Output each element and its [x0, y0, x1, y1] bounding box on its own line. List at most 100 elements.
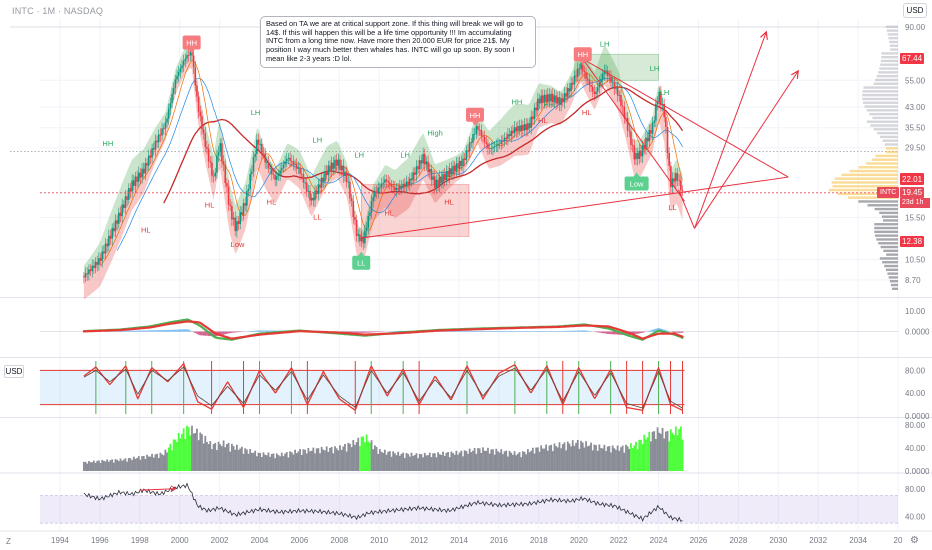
candle-body	[678, 180, 680, 182]
histogram-bar	[172, 439, 175, 471]
histogram-bar	[540, 445, 543, 471]
candle-body	[591, 86, 594, 92]
histogram-bar	[127, 457, 130, 471]
histogram-bar	[417, 458, 420, 471]
candle-body	[222, 161, 225, 165]
candle-body	[490, 148, 493, 150]
oscillator-histogram-bar	[595, 331, 597, 333]
histogram-bar	[646, 437, 649, 471]
histogram-bar	[570, 446, 572, 471]
candle-body	[254, 153, 256, 157]
oscillator-histogram-bar	[369, 331, 371, 333]
histogram-bar	[82, 461, 85, 471]
candle-body	[586, 78, 589, 80]
histogram-bar	[515, 455, 518, 471]
histogram-bar	[184, 439, 187, 471]
candle-body	[397, 188, 399, 190]
candle-body	[528, 123, 531, 128]
histogram-bar	[571, 440, 574, 471]
histogram-bar	[666, 431, 669, 471]
histogram-bar	[465, 450, 468, 471]
oscillator-histogram-bar	[566, 330, 569, 332]
candle-body	[418, 160, 421, 170]
oscillator-histogram-bar	[252, 330, 255, 332]
histogram-bar	[590, 442, 592, 471]
label-badge	[624, 176, 649, 191]
candle-body	[641, 145, 644, 157]
candle-body	[108, 235, 110, 247]
symbol-title[interactable]: INTC · 1M · NASDAQ	[12, 6, 104, 16]
volume-profile-bar	[885, 268, 898, 272]
oscillator-histogram-bar	[588, 331, 591, 332]
gear-icon[interactable]: ⚙	[910, 535, 919, 546]
candle-body	[404, 183, 406, 187]
histogram-bar	[598, 444, 601, 471]
histogram-bar	[467, 453, 469, 471]
histogram-bar	[654, 438, 657, 471]
volume-profile-bar	[862, 90, 898, 93]
histogram-bar	[425, 455, 428, 471]
trade-note[interactable]: Based on TA we are at critical support z…	[260, 16, 536, 68]
histogram-bar	[671, 432, 674, 471]
oscillator-histogram-bar	[124, 330, 127, 332]
arrow-head	[790, 69, 799, 79]
histogram-bar	[453, 454, 456, 471]
volume-profile-bar	[890, 283, 898, 287]
histogram-bar	[427, 455, 429, 471]
candle-body	[676, 173, 679, 181]
candle-body	[310, 197, 313, 201]
histogram-bar	[493, 454, 496, 471]
candle-body	[352, 200, 355, 218]
candle-body	[663, 103, 666, 118]
histogram-bar	[480, 452, 483, 471]
candle-body	[410, 178, 413, 181]
histogram-bar	[566, 441, 569, 471]
pane-currency-label[interactable]: USD	[4, 365, 24, 378]
oscillator-histogram-bar	[277, 330, 280, 332]
oscillator-histogram-bar	[201, 331, 203, 336]
swing-label: LH	[600, 40, 610, 49]
histogram-bar	[568, 443, 571, 471]
histogram-bar	[340, 449, 343, 471]
oscillator-histogram-bar	[505, 331, 508, 332]
histogram-bar	[201, 434, 203, 471]
candle-body	[179, 68, 182, 73]
histogram-bar	[553, 443, 556, 471]
oscillator-histogram-bar	[272, 330, 275, 332]
histogram-bar	[249, 449, 252, 471]
histogram-bar	[289, 451, 291, 471]
histogram-bar	[269, 456, 272, 471]
timezone-toggle[interactable]: Z	[6, 537, 11, 546]
oscillator-histogram-bar	[362, 331, 365, 333]
histogram-bar	[395, 455, 398, 471]
histogram-bar	[262, 452, 265, 471]
oscillator-histogram-bar	[478, 330, 481, 332]
candle-body	[231, 206, 233, 220]
x-axis-tick: 20	[894, 536, 903, 545]
histogram-bar	[631, 448, 634, 471]
currency-button[interactable]: USD	[903, 3, 927, 18]
candle-body	[199, 111, 202, 117]
histogram-bar	[270, 454, 273, 471]
histogram-bar	[119, 458, 122, 471]
candle-body	[114, 220, 117, 232]
histogram-bar	[536, 447, 539, 471]
candle-body	[575, 75, 577, 77]
histogram-bar	[528, 452, 531, 471]
histogram-bar	[640, 439, 642, 471]
oscillator-histogram-bar	[580, 330, 582, 332]
oscillator-histogram-bar	[675, 331, 677, 333]
candle-body	[613, 82, 616, 89]
oscillator-histogram-bar	[127, 330, 130, 332]
candle-body	[665, 117, 667, 127]
candle-body	[395, 188, 398, 191]
oscillator-histogram-bar	[653, 329, 656, 332]
histogram-bar	[603, 444, 606, 471]
y-axis-tick: 29.50	[905, 144, 926, 153]
candle-body	[430, 168, 433, 180]
candle-body	[136, 176, 138, 182]
histogram-bar	[255, 456, 258, 471]
candle-body	[191, 51, 193, 56]
histogram-bar	[390, 456, 393, 471]
oscillator-histogram-bar	[487, 330, 489, 332]
